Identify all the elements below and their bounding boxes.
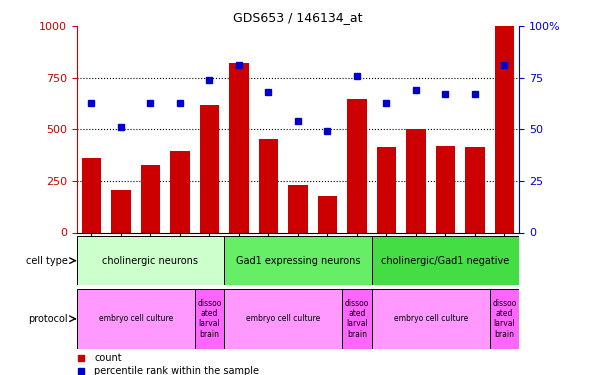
Text: protocol: protocol: [28, 314, 68, 324]
Title: GDS653 / 146134_at: GDS653 / 146134_at: [233, 11, 363, 24]
Bar: [112, 190, 130, 232]
Text: cell type: cell type: [26, 256, 68, 266]
Text: dissoo
ated
larval
brain: dissoo ated larval brain: [197, 298, 222, 339]
Bar: [224, 289, 342, 349]
Bar: [436, 146, 455, 232]
Bar: [195, 289, 224, 349]
Text: dissoo
ated
larval
brain: dissoo ated larval brain: [492, 298, 517, 339]
Text: count: count: [94, 353, 122, 363]
Bar: [318, 196, 337, 232]
Bar: [224, 236, 372, 285]
Bar: [372, 289, 490, 349]
Text: dissoo
ated
larval
brain: dissoo ated larval brain: [345, 298, 369, 339]
Bar: [200, 105, 219, 232]
Bar: [259, 139, 278, 232]
Bar: [342, 289, 372, 349]
Bar: [171, 151, 189, 232]
Bar: [230, 63, 248, 232]
Text: percentile rank within the sample: percentile rank within the sample: [94, 366, 260, 375]
Text: embryo cell culture: embryo cell culture: [394, 314, 468, 323]
Bar: [141, 165, 160, 232]
Bar: [377, 147, 396, 232]
Bar: [466, 147, 484, 232]
Text: cholinergic/Gad1 negative: cholinergic/Gad1 negative: [381, 256, 510, 266]
Text: embryo cell culture: embryo cell culture: [246, 314, 320, 323]
Text: embryo cell culture: embryo cell culture: [99, 314, 173, 323]
Text: cholinergic neurons: cholinergic neurons: [103, 256, 198, 266]
Bar: [490, 289, 519, 349]
Bar: [289, 185, 307, 232]
Bar: [77, 236, 224, 285]
Bar: [348, 99, 366, 232]
Bar: [77, 289, 195, 349]
Bar: [372, 236, 519, 285]
Bar: [407, 129, 425, 232]
Text: Gad1 expressing neurons: Gad1 expressing neurons: [235, 256, 360, 266]
Bar: [495, 26, 514, 233]
Bar: [82, 158, 101, 232]
